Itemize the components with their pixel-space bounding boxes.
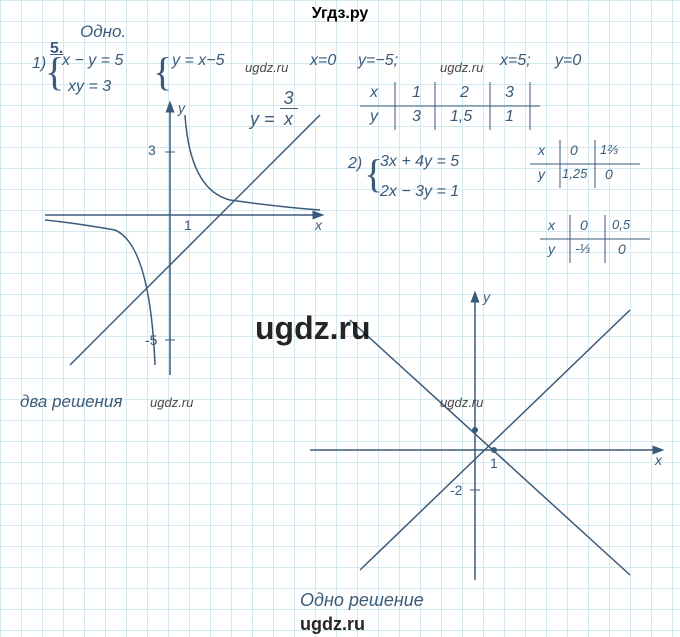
watermark-1: ugdz.ru xyxy=(245,60,288,75)
t2ah1: 0 xyxy=(570,142,578,158)
site-header: Угдз.ру xyxy=(312,5,369,23)
p1-solve1: y = x−5 xyxy=(172,52,224,70)
p2-eq1: 3x + 4y = 5 xyxy=(380,153,459,171)
p2-eq2: 2x − 3y = 1 xyxy=(380,183,459,201)
svg-text:1: 1 xyxy=(490,455,498,471)
p2-table2 xyxy=(540,215,670,263)
t1v3: 1 xyxy=(505,108,514,126)
p1-c1: x=0 xyxy=(310,52,336,70)
watermark-bottom: ugdz.ru xyxy=(300,614,365,635)
p2-answer: Одно решение xyxy=(300,590,424,611)
t2ah2: 1⅔ xyxy=(600,142,618,157)
svg-text:y: y xyxy=(177,100,186,116)
svg-text:-2: -2 xyxy=(450,482,463,498)
svg-text:x: x xyxy=(654,452,663,468)
svg-text:y: y xyxy=(482,289,491,305)
p1-c2: y=−5; xyxy=(358,52,398,70)
t2bv0: y xyxy=(548,241,555,257)
p1-c4: y=0 xyxy=(555,52,581,70)
t2bv2: 0 xyxy=(618,241,626,257)
t2av2: 0 xyxy=(605,166,613,182)
brace-2: { xyxy=(153,48,172,95)
top-text: Одно. xyxy=(80,22,126,42)
p2-table1 xyxy=(530,140,660,188)
watermark-2: ugdz.ru xyxy=(440,60,483,75)
t2bh0: x xyxy=(548,217,555,233)
t1v0: y xyxy=(370,108,378,126)
svg-text:3: 3 xyxy=(148,142,156,158)
p1-c3: x=5; xyxy=(500,52,531,70)
svg-text:x: x xyxy=(314,217,323,233)
p1-eq1: x − y = 5 xyxy=(62,52,123,70)
t2av0: y xyxy=(538,166,545,182)
t2bv1: -⅓ xyxy=(575,241,590,256)
t1h1: 1 xyxy=(412,84,421,102)
t1h2: 2 xyxy=(460,84,469,102)
p1-eq2: xy = 3 xyxy=(68,78,111,96)
svg-text:1: 1 xyxy=(184,217,192,233)
watermark-center: ugdz.ru xyxy=(255,310,371,347)
p2-num: 2) xyxy=(348,155,362,173)
t1h0: x xyxy=(370,84,378,102)
t1h3: 3 xyxy=(505,84,514,102)
watermark-3: ugdz.ru xyxy=(150,395,193,410)
p1-answer: два решения xyxy=(20,392,122,412)
t2av1: 1,25 xyxy=(562,166,587,181)
t2bh2: 0,5 xyxy=(612,217,630,232)
watermark-4: ugdz.ru xyxy=(440,395,483,410)
t1v1: 3 xyxy=(412,108,421,126)
t2bh1: 0 xyxy=(580,217,588,233)
t2ah0: x xyxy=(538,142,545,158)
svg-text:-5: -5 xyxy=(145,332,158,348)
t1v2: 1,5 xyxy=(450,108,472,126)
